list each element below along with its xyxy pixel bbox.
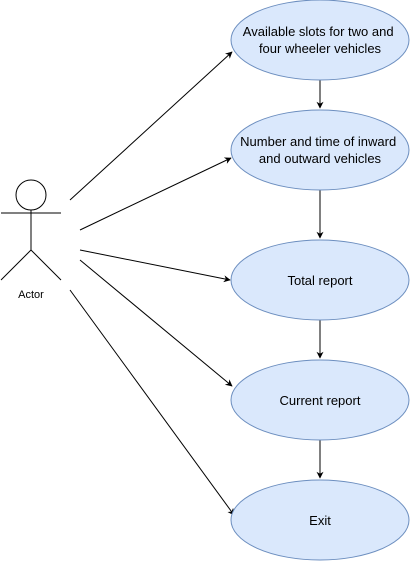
use-case-label: Exit (309, 513, 331, 528)
use-case-label: Total report (287, 273, 352, 288)
actor-head (15, 179, 47, 211)
use-case-label: Number and time of inward and outward ve… (240, 134, 400, 166)
use-case-label-line: Number and time of inward (240, 134, 396, 149)
use-case-ellipse (230, 239, 410, 321)
association-current-report (79, 259, 233, 387)
use-case-available-slots: Available slots for two and four wheeler… (230, 0, 410, 81)
association-inward-outward (79, 157, 232, 231)
use-case-ellipse (230, 0, 410, 81)
use-case-inward-outward: Number and time of inward and outward ve… (230, 109, 410, 191)
actor-left-leg (0, 249, 32, 281)
use-case-label-line: four wheeler vehicles (259, 41, 382, 56)
use-case-exit: Exit (230, 479, 410, 561)
use-case-ellipse (230, 109, 410, 191)
use-case-ellipse (230, 359, 410, 441)
actor-label: Actor (18, 289, 44, 301)
association-arrows (69, 51, 235, 516)
use-case-label-line: Available slots for two and (243, 24, 394, 39)
association-exit (69, 289, 235, 516)
association-total-report (79, 249, 231, 283)
actor-figure (0, 179, 62, 281)
use-case-current-report: Current report (230, 359, 410, 441)
use-case-ellipse (230, 479, 410, 561)
use-case-label: Current report (280, 393, 361, 408)
use-case-label: Available slots for two and four wheeler… (243, 24, 397, 56)
use-case-total-report: Total report (230, 239, 410, 321)
association-available-slots (69, 51, 233, 201)
actor-right-leg (30, 249, 62, 281)
use-case-label-line: and outward vehicles (259, 151, 382, 166)
